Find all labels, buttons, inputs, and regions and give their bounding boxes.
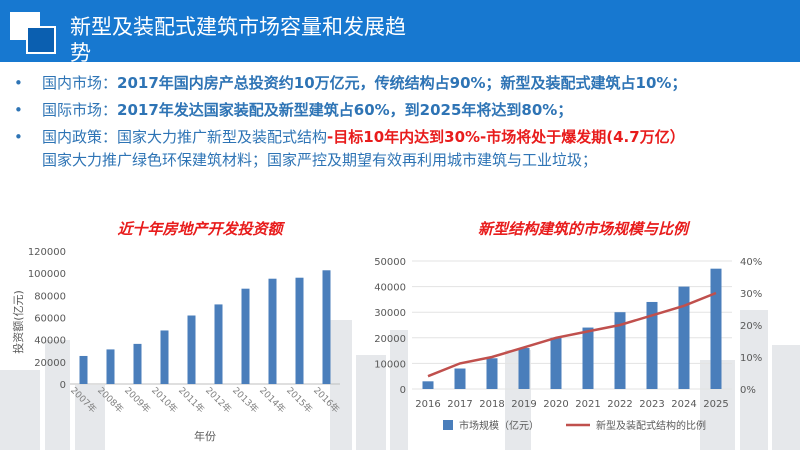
chart2-xtick-label: 2023: [639, 399, 664, 410]
chart2-xtick-label: 2025: [703, 399, 728, 410]
chart1-bar: [133, 343, 142, 384]
chart1-xlabel: 年份: [194, 429, 216, 443]
chart2-bar: [710, 268, 722, 389]
chart1-ytick-label: 60000: [34, 314, 66, 325]
chart2-bar: [582, 327, 594, 389]
chart2-ytick-right-label: 40%: [740, 257, 762, 268]
chart2-bar: [518, 348, 530, 389]
legend-bar-label: 市场规模（亿元）: [459, 419, 539, 432]
chart2-ytick-right-label: 30%: [740, 289, 762, 300]
logo-icon: [10, 12, 56, 54]
chart2-ytick-left-label: 20000: [374, 334, 406, 345]
chart2-bar: [614, 312, 626, 389]
bullet-list: • 国内市场：2017年国内房产总投资约10万亿元，传统结构占90%；新型及装配…: [14, 72, 800, 172]
chart2-ytick-left-label: 10000: [374, 359, 406, 370]
chart2-bar: [454, 368, 466, 389]
chart1-title: 近十年房地产开发投资额: [117, 220, 285, 238]
chart1-bar: [295, 277, 304, 384]
bullet-text: 2017年发达国家装配及新型建筑占60%，到2025年将达到80%；: [117, 101, 573, 119]
legend-line-label: 新型及装配式结构的比例: [596, 419, 706, 432]
chart1-bar: [268, 278, 277, 384]
bullet-international-market: • 国际市场：2017年发达国家装配及新型建筑占60%，到2025年将达到80%…: [14, 99, 800, 122]
chart2-xtick-label: 2019: [511, 399, 536, 410]
chart2-ytick-left-label: 0: [400, 385, 406, 396]
chart2-ytick-left-label: 30000: [374, 308, 406, 319]
chart1-bar: [214, 304, 223, 384]
chart1-bar: [241, 288, 250, 384]
chart2-ratio-line: [427, 291, 717, 378]
chart1-ytick-label: 80000: [34, 291, 66, 302]
bullet-continuation: 国家大力推广绿色环保建筑材料；国家严控及期望有效再利用城市建筑与工业垃圾；: [42, 151, 598, 169]
chart1-ytick-label: 100000: [28, 269, 66, 280]
chart2-bar: [486, 358, 498, 389]
bullet-text: 2017年国内房产总投资约10万亿元，传统结构占90%；新型及装配式建筑占10%…: [117, 74, 687, 92]
chart2-bar: [678, 286, 690, 389]
bullet-highlight: -目标10年内达到30%-市场将处于爆发期(4.7万亿）: [327, 128, 685, 146]
page-title: 新型及装配式建筑市场容量和发展趋势: [70, 15, 406, 65]
bullet-domestic-policy: • 国内政策：国家大力推广新型及装配式结构-目标10年内达到30%-市场将处于爆…: [14, 126, 800, 149]
chart2-ytick-right-label: 20%: [740, 321, 762, 332]
bullet-label: 国际市场：: [42, 101, 118, 119]
bullet-domestic-market: • 国内市场：2017年国内房产总投资约10万亿元，传统结构占90%；新型及装配…: [14, 72, 800, 95]
bullet-label: 国内政策：: [42, 128, 118, 146]
chart2-xtick-label: 2024: [671, 399, 696, 410]
bullet-dot-icon: •: [14, 74, 23, 92]
chart1-ytick-label: 120000: [28, 247, 66, 258]
chart2-xtick-label: 2018: [479, 399, 504, 410]
bullet-label: 国内市场：: [42, 74, 118, 92]
chart2-ytick-left-label: 40000: [374, 283, 406, 294]
chart1-bar: [160, 330, 169, 384]
bullet-dot-icon: •: [14, 101, 23, 119]
legend-bar-swatch: [443, 420, 453, 430]
chart1-ytick-label: 20000: [34, 358, 66, 369]
bullet-dot-icon: •: [14, 128, 23, 146]
chart2-xtick-label: 2020: [543, 399, 568, 410]
chart2-bar: [422, 381, 434, 389]
chart2-title: 新型结构建筑的市场规模与比例: [478, 220, 691, 238]
chart1-ylabel: 投资额(亿元): [11, 290, 25, 354]
chart2-bar: [550, 337, 562, 389]
chart2-ytick-right-label: 10%: [740, 353, 762, 364]
chart2-legend: 市场规模（亿元） 新型及装配式结构的比例: [443, 419, 706, 432]
chart2-ytick-left-label: 50000: [374, 257, 406, 268]
chart2-xtick-label: 2021: [575, 399, 600, 410]
chart1-ytick-label: 40000: [34, 336, 66, 347]
bullet-text: 国家大力推广新型及装配式结构: [117, 128, 328, 146]
chart1-bar: [106, 349, 115, 384]
chart1-ytick-label: 0: [60, 380, 66, 391]
chart1-bar: [79, 355, 88, 384]
chart1-bar: [322, 270, 331, 384]
chart2-bar: [646, 301, 658, 389]
header-banner: 新型及装配式建筑市场容量和发展趋势: [0, 0, 800, 65]
chart1-bar: [187, 315, 196, 384]
chart2-xtick-label: 2017: [447, 399, 472, 410]
chart2-xtick-label: 2022: [607, 399, 632, 410]
chart2-xtick-label: 2016: [415, 399, 440, 410]
chart2-ytick-right-label: 0%: [740, 385, 756, 396]
